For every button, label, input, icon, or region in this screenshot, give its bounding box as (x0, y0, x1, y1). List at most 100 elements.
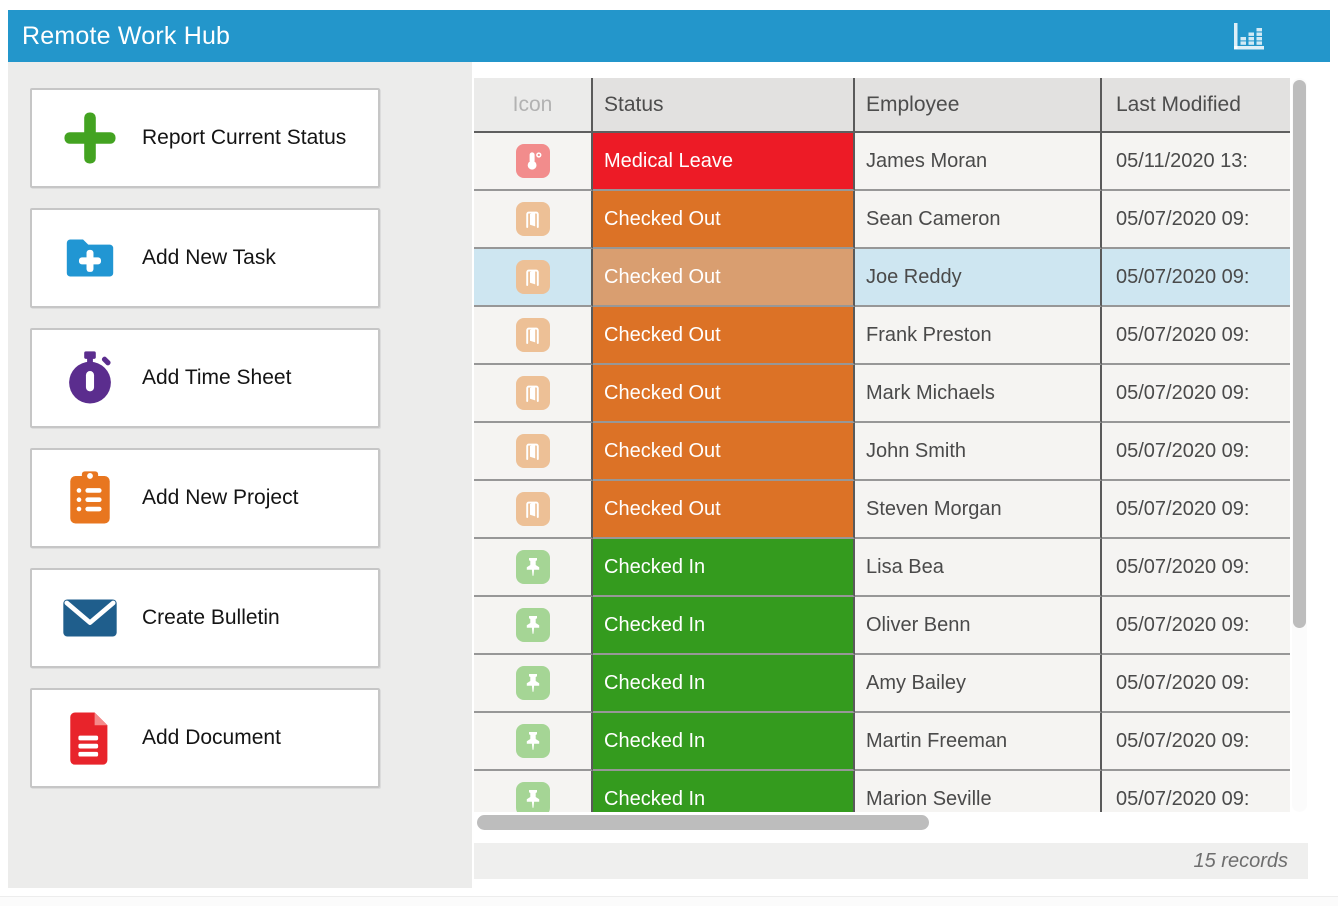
add-document-button[interactable]: Add Document (30, 688, 380, 788)
plus-icon (60, 108, 120, 168)
last-modified-cell[interactable]: 05/07/2020 09: (1102, 713, 1290, 771)
employee-cell[interactable]: Steven Morgan (855, 481, 1102, 539)
table-row[interactable]: Checked In Amy Bailey 05/07/2020 09: (474, 655, 1290, 713)
window-bottom-edge (0, 896, 1338, 906)
last-modified-cell[interactable]: 05/11/2020 13: (1102, 133, 1290, 191)
vertical-scrollbar[interactable] (1292, 78, 1307, 812)
table-body: Medical Leave James Moran 05/11/2020 13:… (474, 133, 1290, 812)
last-modified-cell[interactable]: 05/07/2020 09: (1102, 597, 1290, 655)
employee-cell[interactable]: Amy Bailey (855, 655, 1102, 713)
add-time-sheet-button[interactable]: Add Time Sheet (30, 328, 380, 428)
table-row[interactable]: Checked Out John Smith 05/07/2020 09: (474, 423, 1290, 481)
employee-cell[interactable]: Oliver Benn (855, 597, 1102, 655)
icon-cell[interactable] (474, 655, 593, 713)
icon-cell[interactable] (474, 597, 593, 655)
status-badge: Checked Out (604, 497, 721, 520)
last-modified-cell[interactable]: 05/07/2020 09: (1102, 191, 1290, 249)
table-row[interactable]: Medical Leave James Moran 05/11/2020 13: (474, 133, 1290, 191)
status-cell[interactable]: Medical Leave (593, 133, 855, 191)
status-cell[interactable]: Checked Out (593, 307, 855, 365)
employee-status-table: Icon Status Employee Last Modified Medical … (474, 78, 1290, 812)
status-badge: Checked In (604, 671, 706, 694)
horizontal-scrollbar-thumb[interactable] (477, 815, 929, 830)
status-badge: Checked Out (604, 381, 721, 404)
employee-cell[interactable]: John Smith (855, 423, 1102, 481)
vertical-scrollbar-thumb[interactable] (1293, 80, 1306, 628)
status-cell[interactable]: Checked In (593, 597, 855, 655)
employee-cell[interactable]: Frank Preston (855, 307, 1102, 365)
table-row[interactable]: Checked Out Joe Reddy 05/07/2020 09: (474, 249, 1290, 307)
table-row[interactable]: Checked In Lisa Bea 05/07/2020 09: (474, 539, 1290, 597)
last-modified-cell[interactable]: 05/07/2020 09: (1102, 539, 1290, 597)
status-cell[interactable]: Checked Out (593, 423, 855, 481)
employee-cell[interactable]: Joe Reddy (855, 249, 1102, 307)
bar-chart-button[interactable] (1228, 20, 1268, 52)
status-badge: Checked In (604, 787, 706, 810)
clipboard-list-icon (60, 468, 120, 528)
status-cell[interactable]: Checked Out (593, 481, 855, 539)
employee-cell[interactable]: James Moran (855, 133, 1102, 191)
employee-cell[interactable]: Sean Cameron (855, 191, 1102, 249)
icon-cell[interactable] (474, 539, 593, 597)
employee-cell[interactable]: Marion Seville (855, 771, 1102, 812)
icon-cell[interactable] (474, 771, 593, 812)
column-header-employee[interactable]: Employee (855, 78, 1102, 133)
table-row[interactable]: Checked In Martin Freeman 05/07/2020 09: (474, 713, 1290, 771)
status-cell[interactable]: Checked Out (593, 365, 855, 423)
horizontal-scrollbar[interactable] (477, 815, 1307, 830)
report-current-status-button[interactable]: Report Current Status (30, 88, 380, 188)
create-bulletin-button[interactable]: Create Bulletin (30, 568, 380, 668)
envelope-icon (60, 588, 120, 648)
stopwatch-icon (60, 348, 120, 408)
employee-cell[interactable]: Martin Freeman (855, 713, 1102, 771)
add-new-project-button[interactable]: Add New Project (30, 448, 380, 548)
employee-cell[interactable]: Mark Michaels (855, 365, 1102, 423)
icon-cell[interactable] (474, 481, 593, 539)
table-row[interactable]: Checked Out Steven Morgan 05/07/2020 09: (474, 481, 1290, 539)
status-cell[interactable]: Checked In (593, 655, 855, 713)
door-exit-icon (515, 318, 550, 352)
employee-cell[interactable]: Lisa Bea (855, 539, 1102, 597)
last-modified-cell[interactable]: 05/07/2020 09: (1102, 655, 1290, 713)
bar-chart-icon (1228, 20, 1268, 52)
status-cell[interactable]: Checked In (593, 771, 855, 812)
status-cell[interactable]: Checked Out (593, 249, 855, 307)
last-modified-cell[interactable]: 05/07/2020 09: (1102, 423, 1290, 481)
icon-cell[interactable] (474, 307, 593, 365)
status-badge: Checked In (604, 613, 706, 636)
table-row[interactable]: Checked Out Frank Preston 05/07/2020 09: (474, 307, 1290, 365)
last-modified-cell[interactable]: 05/07/2020 09: (1102, 365, 1290, 423)
status-footer: 15 records (474, 843, 1308, 879)
icon-cell[interactable] (474, 191, 593, 249)
record-count: 15 records (1193, 849, 1289, 872)
table-row[interactable]: Checked In Oliver Benn 05/07/2020 09: (474, 597, 1290, 655)
table-row[interactable]: Checked In Marion Seville 05/07/2020 09: (474, 771, 1290, 812)
table-header-row: Icon Status Employee Last Modified (474, 78, 1290, 133)
status-cell[interactable]: Checked In (593, 539, 855, 597)
status-cell[interactable]: Checked Out (593, 191, 855, 249)
door-exit-icon (515, 202, 550, 236)
last-modified-cell[interactable]: 05/07/2020 09: (1102, 307, 1290, 365)
column-header-last-modified[interactable]: Last Modified (1102, 78, 1290, 133)
status-badge: Checked In (604, 555, 706, 578)
icon-cell[interactable] (474, 133, 593, 191)
last-modified-cell[interactable]: 05/07/2020 09: (1102, 481, 1290, 539)
column-header-icon[interactable]: Icon (474, 78, 593, 133)
icon-cell[interactable] (474, 423, 593, 481)
status-cell[interactable]: Checked In (593, 713, 855, 771)
status-badge: Medical Leave (604, 149, 733, 172)
column-header-status[interactable]: Status (593, 78, 855, 133)
page-title: Remote Work Hub (22, 21, 231, 50)
status-badge: Checked Out (604, 439, 721, 462)
last-modified-cell[interactable]: 05/07/2020 09: (1102, 249, 1290, 307)
add-new-task-button[interactable]: Add New Task (30, 208, 380, 308)
table-row[interactable]: Checked Out Mark Michaels 05/07/2020 09: (474, 365, 1290, 423)
last-modified-cell[interactable]: 05/07/2020 09: (1102, 771, 1290, 812)
icon-cell[interactable] (474, 713, 593, 771)
table-row[interactable]: Checked Out Sean Cameron 05/07/2020 09: (474, 191, 1290, 249)
icon-cell[interactable] (474, 249, 593, 307)
icon-cell[interactable] (474, 365, 593, 423)
status-badge: Checked Out (604, 265, 721, 288)
pushpin-icon (515, 666, 550, 700)
sidebar: Report Current Status Add New Task Add T… (8, 62, 472, 888)
